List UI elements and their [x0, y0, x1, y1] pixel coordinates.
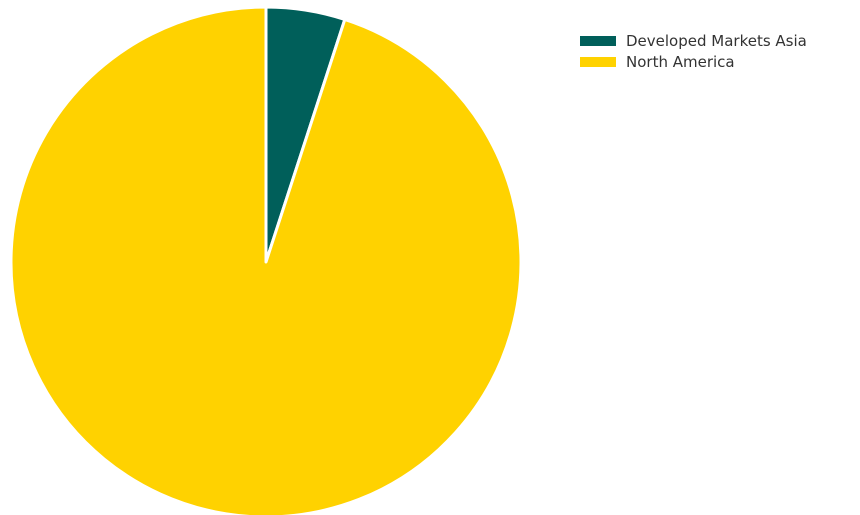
legend-item-north-america[interactable]: North America: [580, 51, 807, 72]
legend-item-developed-markets-asia[interactable]: Developed Markets Asia: [580, 30, 807, 51]
pie-slices: [9, 5, 523, 515]
pie-slice-north-america[interactable]: [9, 5, 523, 515]
legend-label: Developed Markets Asia: [626, 31, 807, 50]
legend-swatch: [580, 35, 616, 46]
legend-swatch: [580, 56, 616, 67]
legend-label: North America: [626, 52, 735, 71]
legend: Developed Markets Asia North America: [580, 30, 807, 72]
